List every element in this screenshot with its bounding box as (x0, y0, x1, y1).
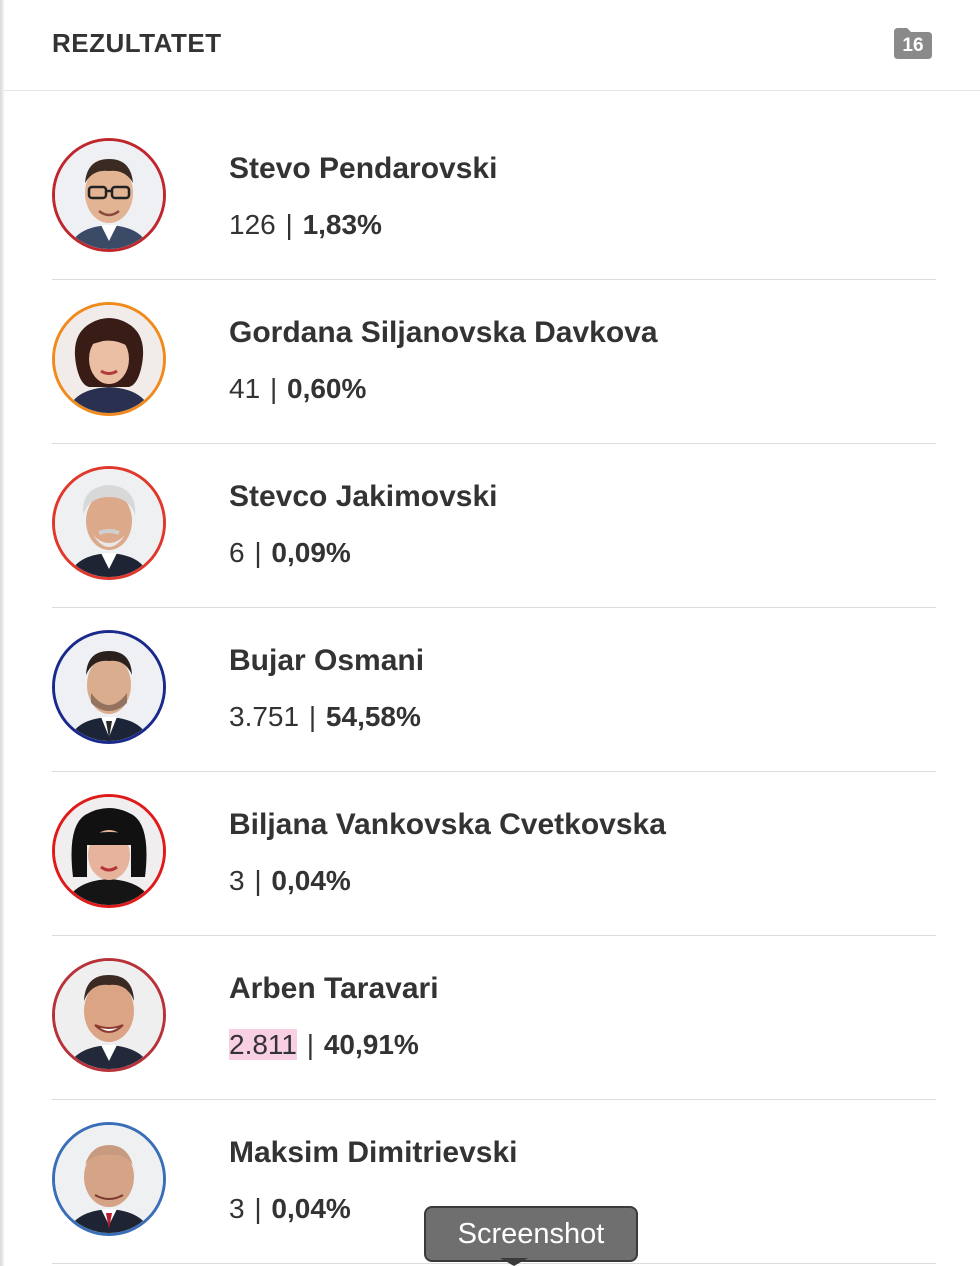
candidate-row[interactable]: Gordana Siljanovska Davkova 41 | 0,60% (52, 280, 936, 444)
candidate-percent: 0,09% (271, 537, 351, 568)
candidate-stats: 41 | 0,60% (229, 373, 366, 405)
candidate-name: Stevo Pendarovski (229, 152, 498, 185)
candidate-avatar (52, 794, 166, 908)
candidate-name: Stevco Jakimovski (229, 480, 498, 513)
stats-separator: | (269, 373, 278, 404)
portrait-icon (55, 1125, 163, 1233)
candidate-stats: 3.751 | 54,58% (229, 701, 421, 733)
portrait-icon (55, 469, 163, 577)
portrait-icon (55, 633, 163, 741)
candidate-row[interactable]: Maksim Dimitrievski 3 | 0,04% (52, 1100, 936, 1264)
candidate-votes: 3 (229, 865, 245, 896)
portrait-icon (55, 141, 163, 249)
candidate-percent: 0,04% (271, 865, 351, 896)
tooltip-arrow (500, 1258, 528, 1266)
candidate-avatar (52, 958, 166, 1072)
result-count-badge: 16 (902, 35, 924, 56)
candidate-name: Arben Taravari (229, 972, 439, 1005)
candidate-avatar (52, 138, 166, 252)
candidate-row[interactable]: Stevo Pendarovski 126 | 1,83% (52, 116, 936, 280)
candidate-name: Maksim Dimitrievski (229, 1136, 518, 1169)
candidate-avatar (52, 302, 166, 416)
candidate-avatar (52, 466, 166, 580)
candidate-name: Biljana Vankovska Cvetkovska (229, 808, 666, 841)
candidate-name: Bujar Osmani (229, 644, 425, 677)
stats-separator: | (254, 1193, 262, 1224)
candidate-votes: 3.751 (229, 701, 300, 732)
candidate-percent: 1,83% (302, 209, 382, 240)
candidate-row[interactable]: Stevco Jakimovski 6 | 0,09% (52, 444, 936, 608)
candidate-votes: 3 (229, 1193, 245, 1224)
stats-separator: | (306, 1029, 315, 1060)
candidate-avatar (52, 1122, 166, 1236)
candidate-avatar (52, 630, 166, 744)
candidate-votes: 2.811 (229, 1029, 297, 1060)
candidate-percent: 54,58% (325, 701, 421, 732)
candidate-stats: 3 | 0,04% (229, 865, 351, 897)
stats-separator: | (254, 865, 262, 896)
candidate-name: Gordana Siljanovska Davkova (229, 316, 658, 349)
panel-left-edge (0, 0, 4, 1266)
stats-separator: | (254, 537, 262, 568)
candidate-votes: 126 (229, 209, 276, 240)
candidate-list: Stevo Pendarovski 126 | 1,83% Gordana Si… (52, 116, 936, 1264)
candidate-percent: 0,04% (271, 1193, 351, 1224)
stats-separator: | (308, 701, 317, 732)
results-title: REZULTATET (52, 28, 222, 58)
candidate-row[interactable]: Arben Taravari 2.811 | 40,91% (52, 936, 936, 1100)
results-header: REZULTATET 16 (4, 0, 980, 91)
stats-separator: | (285, 209, 293, 240)
candidate-stats: 6 | 0,09% (229, 537, 351, 569)
candidate-stats: 2.811 | 40,91% (229, 1029, 419, 1061)
candidate-stats: 3 | 0,04% (229, 1193, 351, 1225)
folder-icon[interactable]: 16 (892, 26, 934, 60)
portrait-icon (55, 961, 163, 1069)
screenshot-tooltip: Screenshot (424, 1206, 638, 1262)
candidate-row[interactable]: Bujar Osmani 3.751 | 54,58% (52, 608, 936, 772)
candidate-percent: 40,91% (323, 1029, 419, 1060)
candidate-row[interactable]: Biljana Vankovska Cvetkovska 3 | 0,04% (52, 772, 936, 936)
candidate-votes: 6 (229, 537, 245, 568)
candidate-stats: 126 | 1,83% (229, 209, 382, 241)
candidate-votes: 41 (229, 373, 261, 404)
candidate-percent: 0,60% (287, 373, 367, 404)
portrait-icon (55, 305, 163, 413)
portrait-icon (55, 797, 163, 905)
